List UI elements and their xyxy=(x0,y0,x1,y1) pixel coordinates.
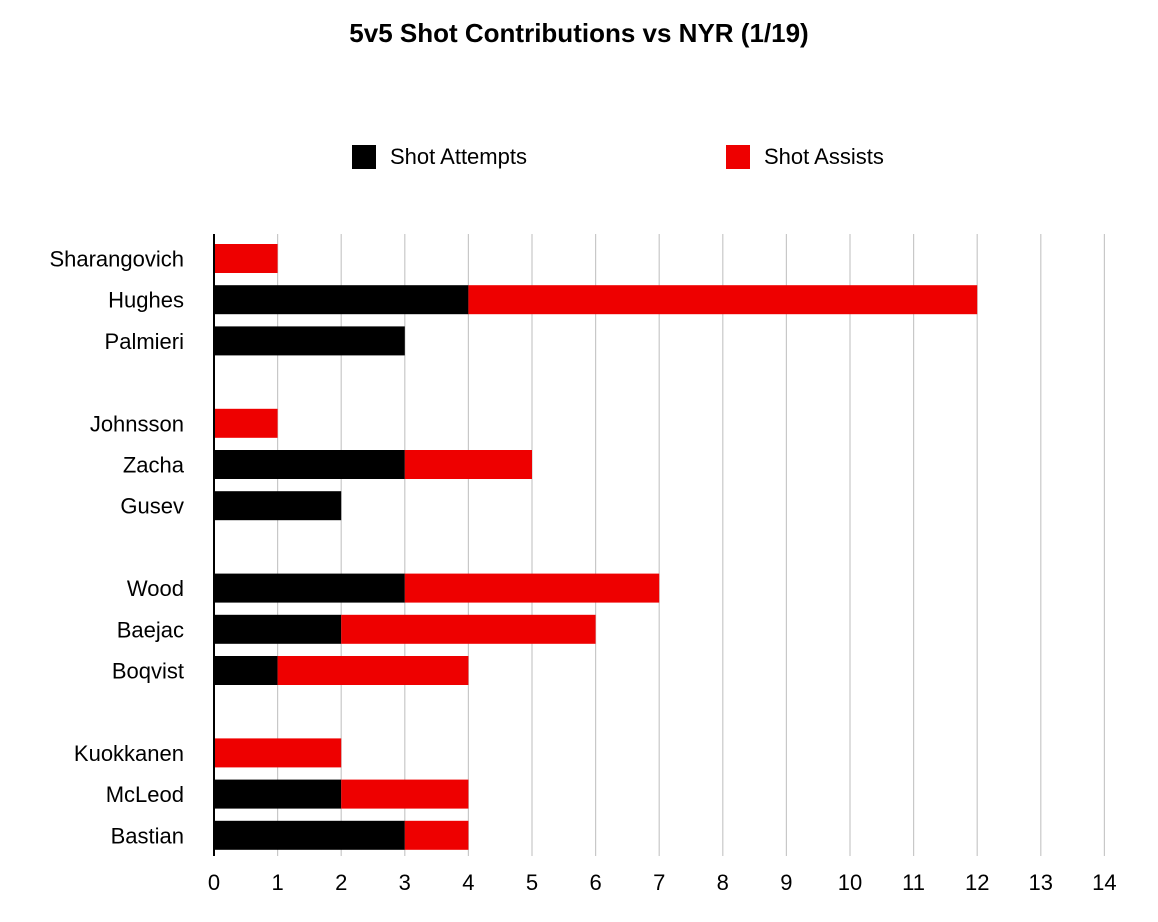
bar-shot-assists xyxy=(404,450,532,479)
category-label: Johnsson xyxy=(90,411,184,436)
bar-shot-attempts xyxy=(214,326,405,356)
bar-shot-assists xyxy=(214,244,278,273)
chart-title: 5v5 Shot Contributions vs NYR (1/19) xyxy=(349,18,809,48)
legend-label-shot-assists: Shot Assists xyxy=(764,144,884,169)
category-label: Baejac xyxy=(117,617,184,642)
x-tick-label: 2 xyxy=(335,870,347,895)
bar-shot-attempts xyxy=(214,820,405,850)
bar-shot-attempts xyxy=(214,779,342,809)
x-tick-label: 3 xyxy=(399,870,411,895)
bar-shot-assists xyxy=(404,820,469,850)
category-label: Hughes xyxy=(108,288,184,313)
legend-item-shot-assists: Shot Assists xyxy=(726,144,884,170)
legend-label-shot-attempts: Shot Attempts xyxy=(390,144,527,169)
category-label: Kuokkanen xyxy=(74,741,184,766)
x-tick-label: 12 xyxy=(965,870,989,895)
bar-shot-attempts xyxy=(214,285,469,315)
x-tick-label: 1 xyxy=(271,870,283,895)
x-tick-label: 0 xyxy=(208,870,220,895)
category-label: Gusev xyxy=(120,494,184,519)
bar-shot-attempts xyxy=(214,573,405,603)
x-tick-label: 6 xyxy=(589,870,601,895)
x-tick-label: 8 xyxy=(717,870,729,895)
bar-shot-attempts xyxy=(214,450,405,479)
bar-shot-attempts xyxy=(214,491,342,521)
bar-shot-assists xyxy=(404,573,660,603)
x-tick-label: 14 xyxy=(1092,870,1116,895)
x-tick-label: 5 xyxy=(526,870,538,895)
legend-swatch-shot-attempts xyxy=(352,145,376,169)
x-tick-label: 4 xyxy=(462,870,474,895)
x-tick-label: 13 xyxy=(1029,870,1053,895)
legend-swatch-shot-assists xyxy=(726,145,750,169)
category-label: Wood xyxy=(127,576,184,601)
x-tick-label: 11 xyxy=(902,870,925,895)
bar-shot-assists xyxy=(468,285,978,315)
legend-item-shot-attempts: Shot Attempts xyxy=(352,144,527,170)
bar-shot-attempts xyxy=(214,614,342,644)
category-label: McLeod xyxy=(106,782,184,807)
category-label: Bastian xyxy=(111,823,184,848)
category-label: Boqvist xyxy=(112,659,184,684)
bar-shot-assists xyxy=(341,614,596,644)
category-label: Zacha xyxy=(123,453,185,478)
x-tick-label: 7 xyxy=(653,870,665,895)
category-label: Palmieri xyxy=(105,329,184,354)
category-label: Sharangovich xyxy=(49,247,184,272)
bar-shot-assists xyxy=(277,656,469,685)
bar-shot-assists xyxy=(214,408,278,438)
bar-shot-assists xyxy=(341,779,469,809)
bar-shot-assists xyxy=(214,738,342,768)
x-tick-label: 10 xyxy=(838,870,862,895)
bar-shot-attempts xyxy=(214,656,278,685)
x-tick-label: 9 xyxy=(780,870,792,895)
